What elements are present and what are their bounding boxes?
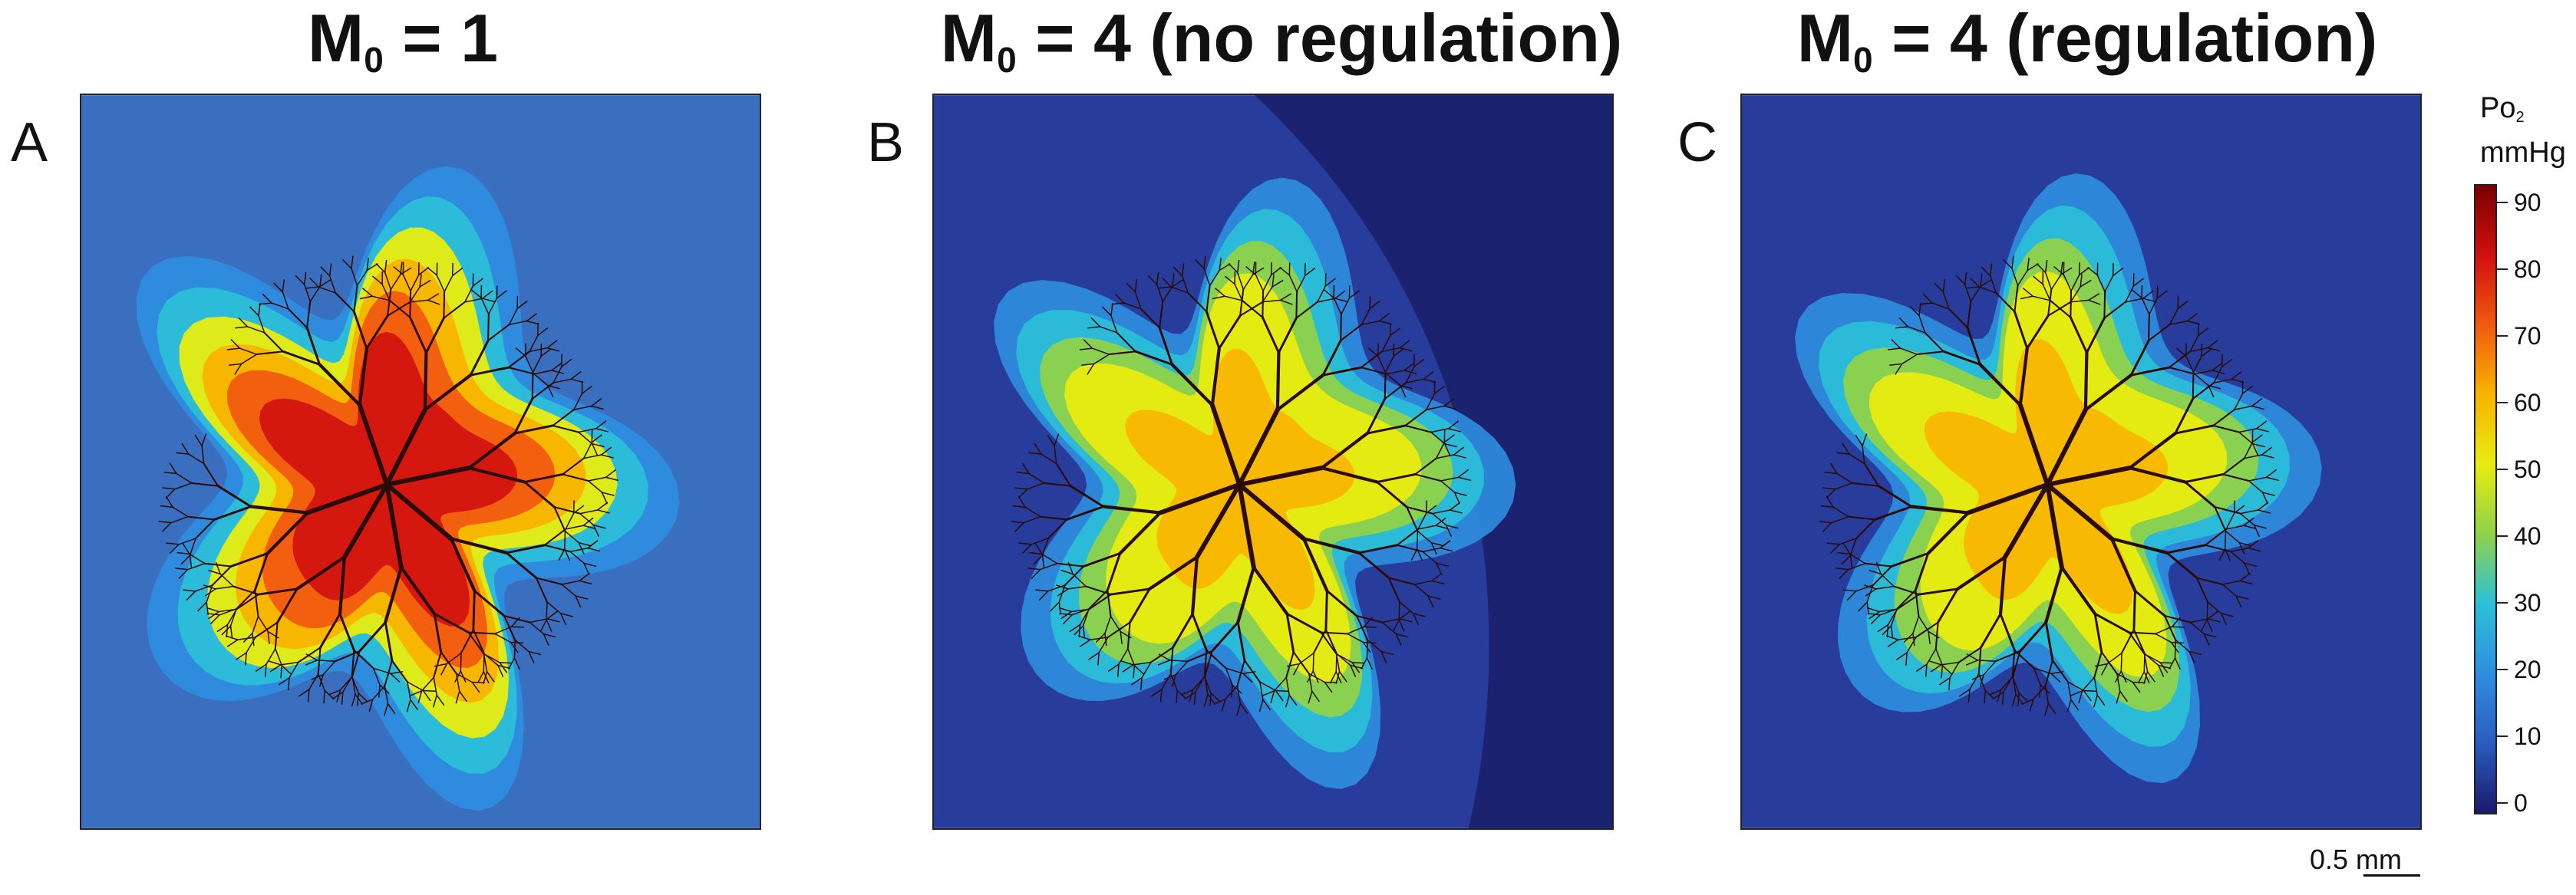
colorbar	[2474, 184, 2497, 814]
panel-a-heatmap	[81, 95, 760, 828]
colorbar-tick-label: 20	[2497, 656, 2541, 683]
colorbar-title: Po2 mmHg	[2480, 92, 2566, 169]
panel-b-heatmap	[934, 95, 1612, 828]
panel-c-heatmap	[1742, 95, 2420, 828]
panel-a-letter: A	[11, 112, 48, 173]
panel-c-letter: C	[1677, 112, 1717, 173]
colorbar-tick-label: 80	[2497, 255, 2541, 283]
panel-b-letter: B	[867, 112, 905, 173]
panel-a-title: M0 = 1	[307, 0, 499, 80]
colorbar-tick-label: 70	[2497, 322, 2541, 350]
panel-a-map	[80, 94, 761, 830]
colorbar-tick-label: 50	[2497, 456, 2541, 483]
colorbar-tick-label: 90	[2497, 189, 2541, 216]
scale-bar	[2363, 874, 2420, 877]
scale-bar-label: 0.5 mm	[2310, 844, 2403, 875]
panel-c-map	[1740, 94, 2422, 830]
colorbar-tick-label: 0	[2497, 789, 2528, 817]
colorbar-tick-label: 30	[2497, 589, 2541, 617]
panel-b-map	[932, 94, 1614, 830]
panel-c-title: M0 = 4 (regulation)	[1796, 0, 2378, 80]
panel-b-title: M0 = 4 (no regulation)	[940, 0, 1623, 80]
colorbar-tick-label: 10	[2497, 722, 2541, 750]
colorbar-tick-label: 60	[2497, 389, 2541, 416]
colorbar-tick-label: 40	[2497, 522, 2541, 550]
